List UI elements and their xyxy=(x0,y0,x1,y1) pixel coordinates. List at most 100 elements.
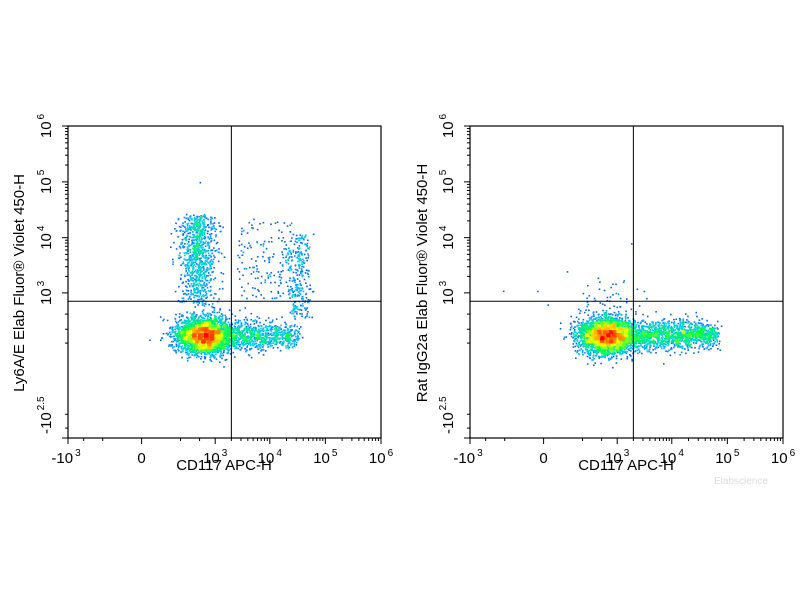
data-point xyxy=(235,342,237,344)
data-point xyxy=(246,318,248,321)
data-point xyxy=(250,348,252,350)
data-point xyxy=(240,243,243,246)
data-point xyxy=(215,331,217,333)
data-point xyxy=(303,262,305,264)
data-point xyxy=(259,333,261,335)
data-point xyxy=(203,262,205,265)
data-point xyxy=(228,317,231,320)
data-point xyxy=(172,258,174,261)
data-point xyxy=(198,252,200,254)
data-point xyxy=(188,353,190,355)
data-point xyxy=(166,334,169,336)
data-point xyxy=(182,290,184,292)
data-point xyxy=(289,224,291,226)
data-point xyxy=(200,245,202,247)
data-point xyxy=(242,344,245,347)
data-point xyxy=(217,334,219,337)
data-point xyxy=(231,326,234,329)
data-point xyxy=(183,328,185,330)
data-point xyxy=(238,325,240,327)
data-point xyxy=(187,329,190,331)
data-point xyxy=(225,318,227,320)
data-point xyxy=(200,250,202,253)
data-point xyxy=(188,258,190,261)
data-point xyxy=(211,249,214,251)
data-point xyxy=(209,233,211,236)
data-point xyxy=(193,289,196,291)
data-point xyxy=(255,320,258,322)
data-point xyxy=(178,345,181,348)
data-point xyxy=(227,329,229,331)
data-point xyxy=(238,271,241,273)
data-point xyxy=(285,335,288,338)
data-point xyxy=(295,238,297,240)
data-point xyxy=(259,347,261,350)
data-point xyxy=(297,247,299,249)
data-point xyxy=(265,319,267,322)
data-point xyxy=(198,254,200,256)
data-point xyxy=(193,284,196,287)
data-point xyxy=(185,326,188,329)
data-point xyxy=(294,268,297,271)
data-point xyxy=(215,234,217,236)
data-point xyxy=(160,339,162,341)
data-point xyxy=(287,342,290,345)
data-point xyxy=(186,345,189,347)
data-point xyxy=(259,338,262,340)
data-point xyxy=(181,331,184,334)
data-point xyxy=(246,232,249,234)
data-point xyxy=(200,290,202,292)
data-point xyxy=(203,343,206,346)
data-point xyxy=(300,268,303,270)
data-point xyxy=(171,345,173,347)
data-point xyxy=(187,252,190,255)
data-point xyxy=(214,337,217,339)
data-point xyxy=(297,283,299,286)
data-point xyxy=(274,222,277,224)
data-point xyxy=(178,339,181,342)
data-point xyxy=(280,328,282,330)
data-point xyxy=(201,327,203,329)
data-point xyxy=(182,261,185,263)
data-point xyxy=(253,342,256,345)
data-point xyxy=(284,247,287,250)
data-point xyxy=(186,248,188,251)
data-point xyxy=(175,335,178,338)
data-point xyxy=(287,259,290,262)
data-point xyxy=(277,290,279,293)
data-point xyxy=(297,308,299,310)
data-point xyxy=(208,272,210,274)
data-point xyxy=(212,323,215,325)
data-point xyxy=(257,338,260,340)
data-point xyxy=(196,222,198,224)
data-point xyxy=(183,320,186,323)
data-point xyxy=(305,257,307,259)
data-point xyxy=(298,239,300,242)
data-point xyxy=(192,272,194,274)
data-point xyxy=(295,336,297,338)
data-point xyxy=(262,354,265,356)
data-point xyxy=(246,345,249,347)
data-point xyxy=(276,336,278,338)
data-point xyxy=(210,294,213,296)
data-point xyxy=(180,346,183,348)
data-point xyxy=(185,265,187,267)
data-point xyxy=(299,283,302,286)
data-point xyxy=(266,272,268,274)
data-point xyxy=(218,361,221,363)
data-point xyxy=(200,342,203,345)
data-point xyxy=(168,345,170,347)
data-point xyxy=(212,326,215,328)
data-point xyxy=(236,333,239,335)
data-point xyxy=(243,290,246,292)
data-point xyxy=(205,324,207,326)
data-point xyxy=(287,285,289,288)
data-point xyxy=(193,220,196,223)
data-point xyxy=(256,241,258,244)
data-point xyxy=(184,258,186,261)
data-point xyxy=(193,257,196,259)
data-point xyxy=(203,284,206,287)
data-point xyxy=(218,251,221,254)
data-point xyxy=(197,352,199,354)
data-point xyxy=(192,233,194,236)
